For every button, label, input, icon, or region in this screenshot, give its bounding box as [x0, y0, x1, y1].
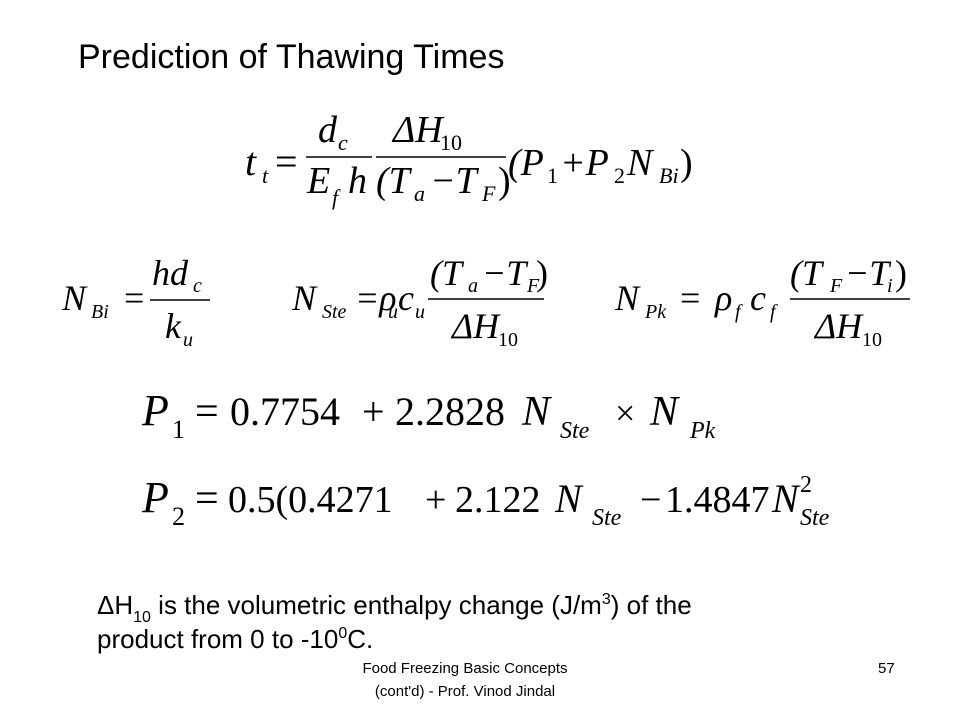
equation-term: 2.2828: [395, 389, 505, 434]
equation-term: Ste: [322, 301, 347, 323]
equation-term: t: [245, 139, 257, 184]
equation-term: k: [165, 306, 182, 346]
equation-term: Ste: [592, 505, 622, 531]
equation-term: ΔH: [450, 306, 501, 346]
equation-term: =: [680, 278, 700, 318]
equation-term: Bi: [91, 301, 109, 323]
equation-term: (T: [376, 160, 413, 202]
equation-term: ×: [615, 393, 635, 433]
footer-source: (cont'd) - Prof. Vinod Jindal: [375, 683, 555, 700]
equation-term: =: [195, 476, 219, 522]
note-text: product from 0 to -10: [97, 624, 338, 654]
equation-term: =: [275, 139, 298, 184]
equation-term: 0.7754: [230, 389, 340, 434]
equation-term: 1.4847: [665, 479, 770, 521]
equation-term: (T: [790, 253, 825, 293]
equation-term: =: [195, 389, 219, 435]
equation-term: ρ: [714, 278, 732, 318]
equation-term: N: [61, 278, 88, 318]
equation-term: (T: [430, 253, 465, 293]
note-line: ΔH10 is the volumetric enthalpy change (…: [97, 590, 692, 626]
equation-term: u: [388, 301, 398, 323]
equation-term: f: [770, 301, 778, 323]
equation-term: N: [521, 389, 552, 435]
title: Prediction of Thawing Times: [78, 38, 504, 76]
equation-term: c: [338, 130, 348, 155]
equation-term: +P: [560, 142, 609, 184]
note-subscript: 10: [133, 609, 151, 626]
equation-term: 10: [440, 130, 462, 155]
equation-term: Pk: [689, 418, 716, 444]
equation-term: −T: [482, 253, 529, 293]
equation-term: P: [141, 386, 169, 435]
equation-term: f: [332, 185, 341, 210]
equation-term: h: [348, 160, 367, 202]
equation-term: 1: [547, 163, 558, 188]
equation-term: +: [362, 389, 385, 434]
equation-term: ): [536, 253, 548, 293]
equation-term: F: [481, 181, 496, 206]
equation-term: Ste: [800, 505, 830, 531]
equation-term: E: [306, 160, 330, 202]
equation-term: N: [626, 142, 655, 184]
equation-term: F: [829, 275, 843, 297]
equation-term: N: [771, 476, 801, 521]
equation-term: 2: [800, 472, 812, 498]
equation-term: 2: [614, 163, 625, 188]
equation-term: 10: [498, 329, 518, 351]
note-text: is the volumetric enthalpy change (J/m: [151, 590, 602, 620]
equation-term: hd: [152, 253, 189, 293]
note-superscript: 3: [602, 591, 611, 608]
page-number: 57: [878, 660, 895, 677]
equation-term: a: [414, 181, 425, 206]
equation-term: d: [318, 109, 338, 151]
equation-term: u: [183, 329, 193, 351]
equation-term: N: [614, 278, 641, 318]
equation-term: Pk: [644, 301, 667, 323]
note-text: ΔH: [97, 590, 133, 620]
note-line: product from 0 to -100C.: [97, 624, 373, 654]
equation-term: 2.122: [455, 479, 541, 521]
equation-term: i: [887, 275, 893, 297]
equation-term: ): [498, 160, 511, 202]
equation-term: =: [124, 278, 144, 318]
equation-term: 10: [862, 329, 882, 351]
note-text: C.: [347, 624, 373, 654]
footer-source: Food Freezing Basic Concepts: [362, 660, 567, 677]
equation-term: 1: [172, 415, 185, 444]
equation-term: N: [291, 278, 318, 318]
equation-term: (P: [508, 142, 544, 184]
equation-term: c: [750, 278, 766, 318]
note-text: ) of the: [611, 590, 692, 620]
equation-term: Bi: [659, 163, 679, 188]
note-superscript: 0: [338, 625, 347, 642]
equation-term: ): [895, 253, 907, 293]
equation-term: c: [398, 278, 414, 318]
equation-term: 2: [172, 502, 185, 531]
equation-term: t: [262, 163, 269, 188]
equation-term: −T: [845, 253, 892, 293]
equation-term: a: [468, 275, 478, 297]
equation-term: −T: [430, 160, 480, 202]
equation-term: P: [141, 473, 169, 522]
equation-term: f: [735, 301, 743, 323]
equation-term: Ste: [560, 418, 590, 444]
equation-term: c: [193, 275, 202, 297]
equation-term: ΔH: [391, 109, 445, 151]
equation-term: u: [415, 301, 425, 323]
equation-term: −: [640, 479, 661, 521]
equation-term: N: [649, 389, 680, 435]
equation-term: ): [680, 142, 693, 184]
equation-term: F: [526, 275, 540, 297]
equation-term: ΔH: [813, 306, 864, 346]
equation-term: +: [425, 479, 446, 521]
equation-term: 0.5(0.4271: [228, 479, 393, 521]
equation-term: N: [554, 476, 584, 521]
equation-term: =ρ: [355, 278, 397, 318]
